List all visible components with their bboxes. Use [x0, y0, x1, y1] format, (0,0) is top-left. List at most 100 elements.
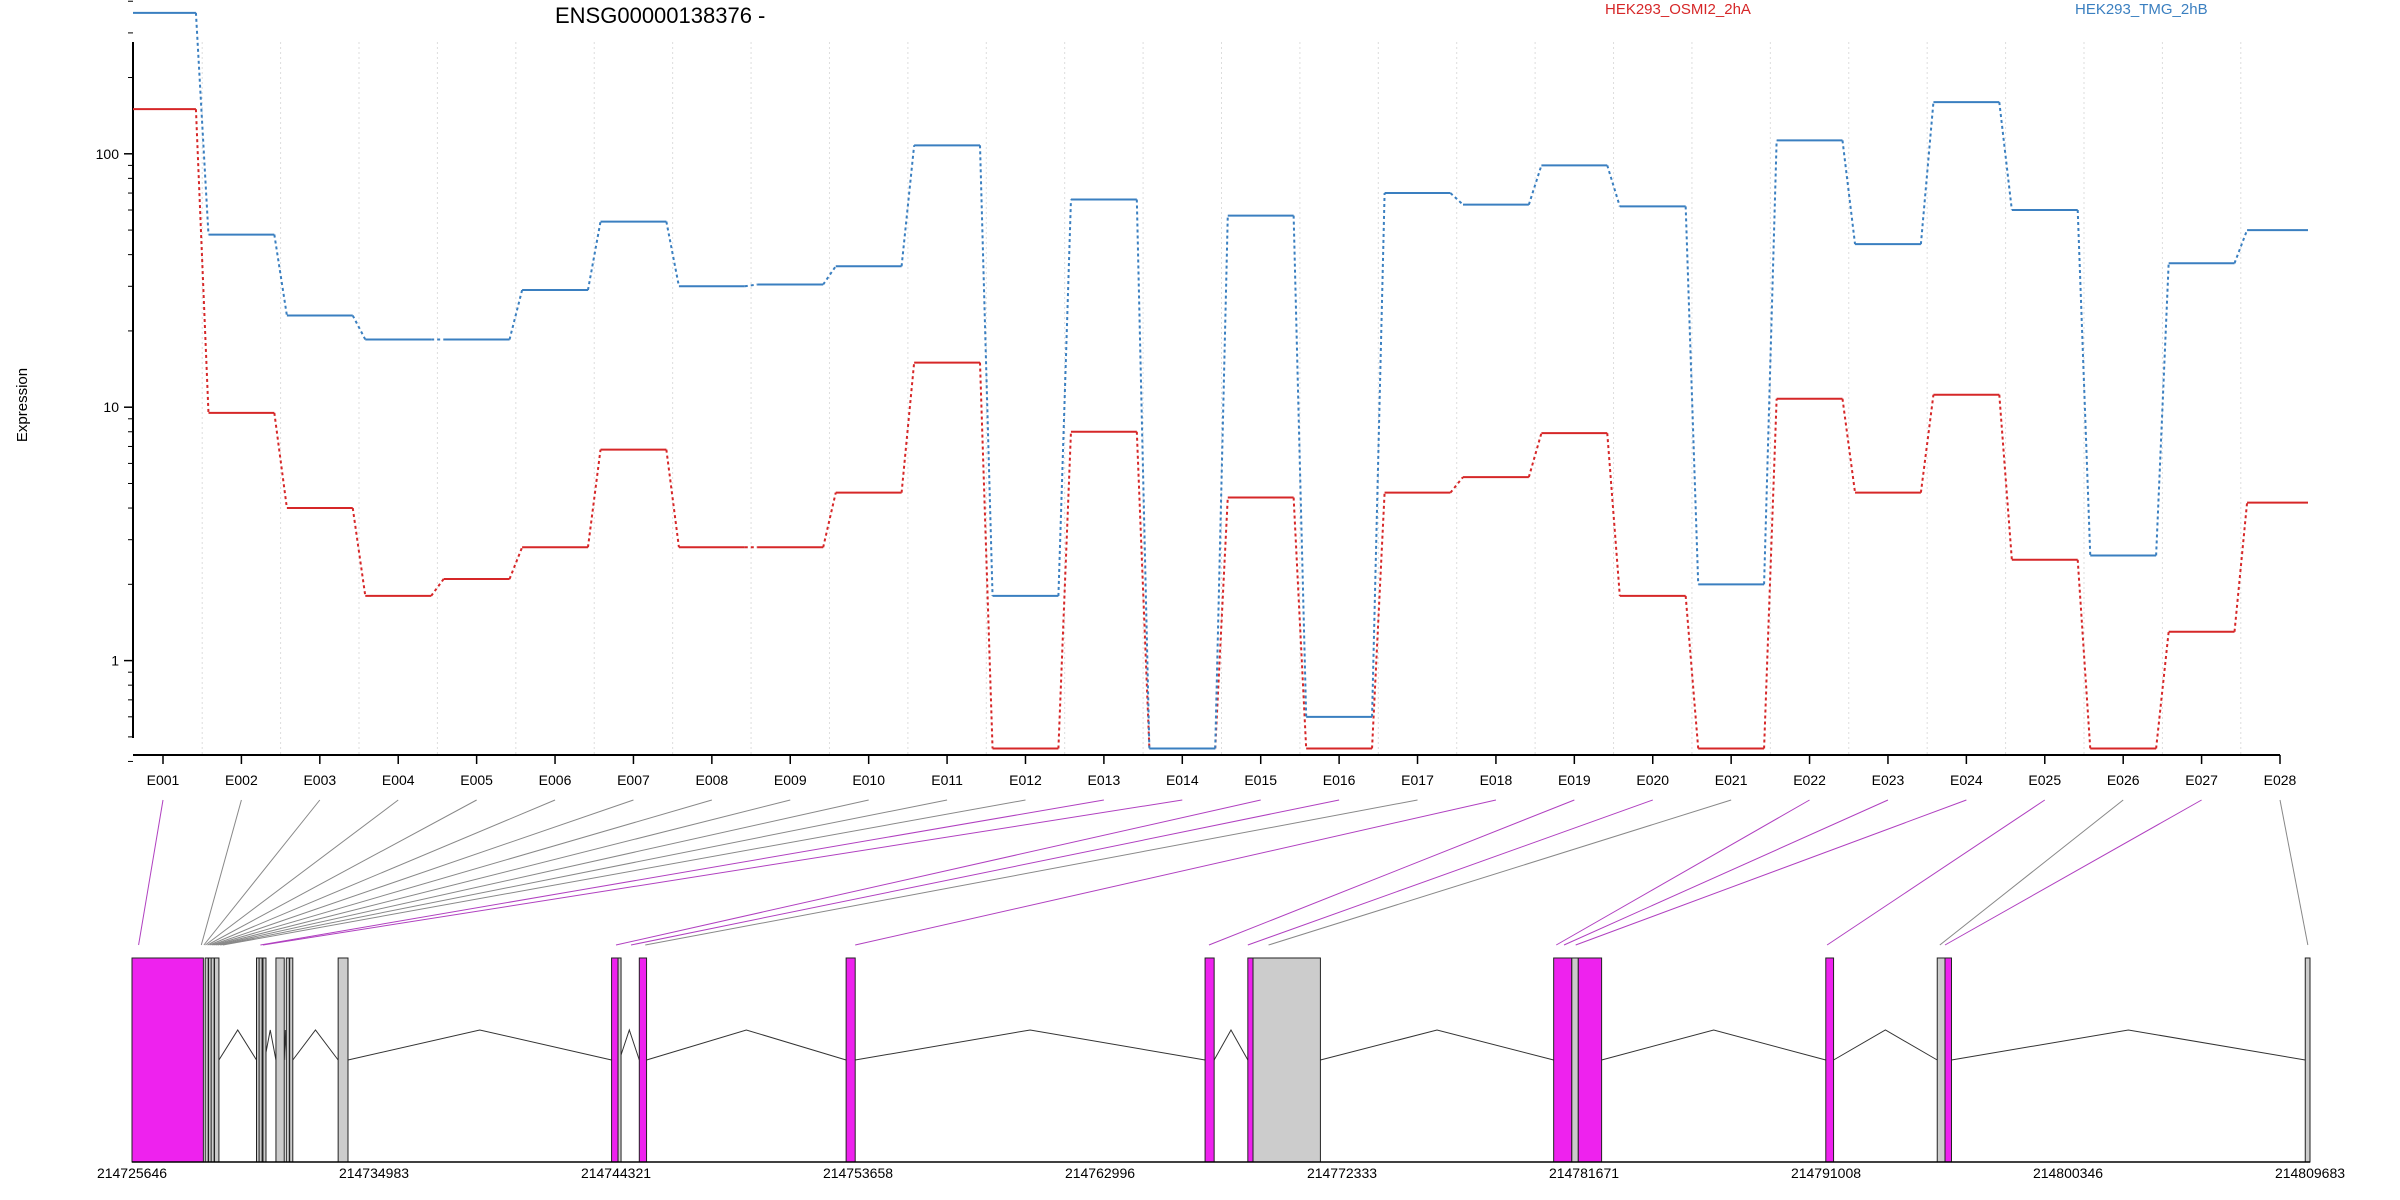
exon-block	[1252, 957, 1321, 1163]
intron	[1213, 1028, 1249, 1061]
exon-block	[1944, 957, 1952, 1163]
x-tick-label: E011	[931, 772, 963, 788]
x-tick-label: E015	[1244, 772, 1277, 788]
exon-block	[1577, 957, 1603, 1163]
x-tick-label: E005	[460, 772, 493, 788]
exon-block	[1571, 957, 1579, 1163]
exon-connector	[630, 799, 1340, 946]
exon-connector	[138, 799, 164, 946]
exon-connector	[615, 799, 1261, 946]
axes: 1 10 100 E001 E002 E003 E004 E005 E006 E007 E008 E0…	[96, 0, 2297, 788]
exon-connector	[1944, 799, 2202, 946]
series-segment	[900, 145, 916, 267]
series-a	[133, 108, 2308, 750]
series-segment	[2155, 631, 2170, 749]
x-tick-label: E025	[2028, 772, 2061, 788]
exon-block	[258, 957, 263, 1163]
exon-connector	[205, 799, 399, 946]
exon-block	[2304, 957, 2311, 1163]
x-tick-label: E023	[1872, 772, 1905, 788]
x-tick-label: E019	[1558, 772, 1591, 788]
exon-block	[1553, 957, 1573, 1163]
series-b	[133, 11, 2308, 750]
series-segment	[1057, 199, 1072, 596]
exon-block	[611, 957, 619, 1163]
exon-connector	[1563, 799, 1889, 946]
exon-connector	[2279, 799, 2309, 946]
intron	[855, 1029, 1206, 1061]
series-segment	[744, 283, 758, 288]
series-segment	[1371, 492, 1386, 749]
exon-track	[131, 957, 2311, 1163]
intron	[1951, 1029, 2306, 1061]
genomic-tick-label: 214725646	[97, 1165, 167, 1181]
x-tick-label: E018	[1480, 772, 1513, 788]
x-tick-label: E001	[147, 772, 180, 788]
series-segment	[1135, 431, 1151, 749]
genomic-tick-label: 214781671	[1549, 1165, 1619, 1181]
exon-connectors	[138, 799, 2309, 946]
x-tick-label: E026	[2107, 772, 2140, 788]
x-tick-label: E002	[225, 772, 258, 788]
x-tick-label: E012	[1009, 772, 1042, 788]
series-segment	[1135, 199, 1151, 749]
exon-block	[131, 957, 204, 1163]
y-tick-label: 10	[103, 399, 119, 415]
exon-connector	[855, 799, 1497, 946]
exon-block	[285, 957, 290, 1163]
series-segment	[822, 265, 837, 286]
intron	[218, 1029, 257, 1061]
x-tick-label: E004	[382, 772, 415, 788]
series-segment	[1449, 192, 1464, 206]
legend-series-b: HEK293_TMG_2hB	[2075, 1, 2208, 18]
x-tick-label: E003	[303, 772, 336, 788]
exon-connector	[1208, 799, 1575, 946]
series-segment	[2233, 502, 2249, 632]
exon-block	[1204, 957, 1215, 1163]
x-tick-label: E009	[774, 772, 807, 788]
series-segment	[1527, 165, 1543, 205]
intron	[1833, 1029, 1938, 1061]
series-segment	[1841, 398, 1857, 493]
genomic-tick-label: 214744321	[581, 1165, 651, 1181]
exon-block	[214, 957, 220, 1163]
exon-connector	[215, 799, 791, 946]
exon-connector	[203, 799, 321, 946]
x-tick-label: E010	[852, 772, 885, 788]
x-tick-label: E008	[696, 772, 729, 788]
exon-block	[289, 957, 294, 1163]
exon-connector	[217, 799, 869, 946]
exon-connector	[207, 799, 477, 946]
series-segment	[1998, 101, 2013, 211]
intron	[646, 1029, 847, 1061]
series-segment	[273, 234, 288, 316]
series-segment	[586, 449, 602, 548]
exon-connector	[211, 799, 634, 946]
exon-block	[337, 957, 349, 1163]
series-segment	[1919, 394, 1935, 493]
exon-block	[1247, 957, 1254, 1163]
genomic-tick-label: 214791008	[1791, 1165, 1861, 1181]
exon-block	[210, 957, 215, 1163]
exon-connector	[645, 799, 1418, 946]
series-segment	[1763, 398, 1778, 749]
genomic-tick-label: 214734983	[339, 1165, 409, 1181]
exon-connector	[200, 799, 242, 946]
chart-title: ENSG00000138376 -	[555, 3, 765, 28]
x-tick-label: E028	[2264, 772, 2297, 788]
legend-series-a: HEK293_OSMI2_2hA	[1605, 1, 1751, 18]
x-tick-label: E020	[1636, 772, 1669, 788]
series-segment	[665, 221, 680, 287]
series-segment	[1606, 165, 1621, 207]
series-segment	[900, 362, 916, 493]
genomic-tick-label: 214800346	[2033, 1165, 2103, 1181]
exon-connector	[262, 799, 1183, 946]
intron	[292, 1029, 339, 1061]
series-layer	[133, 11, 2308, 750]
exon-block	[845, 957, 856, 1163]
series-segment	[508, 289, 524, 340]
exon-connector	[1556, 799, 1810, 946]
exon-connector	[1247, 799, 1653, 946]
x-tick-label: E021	[1715, 772, 1748, 788]
